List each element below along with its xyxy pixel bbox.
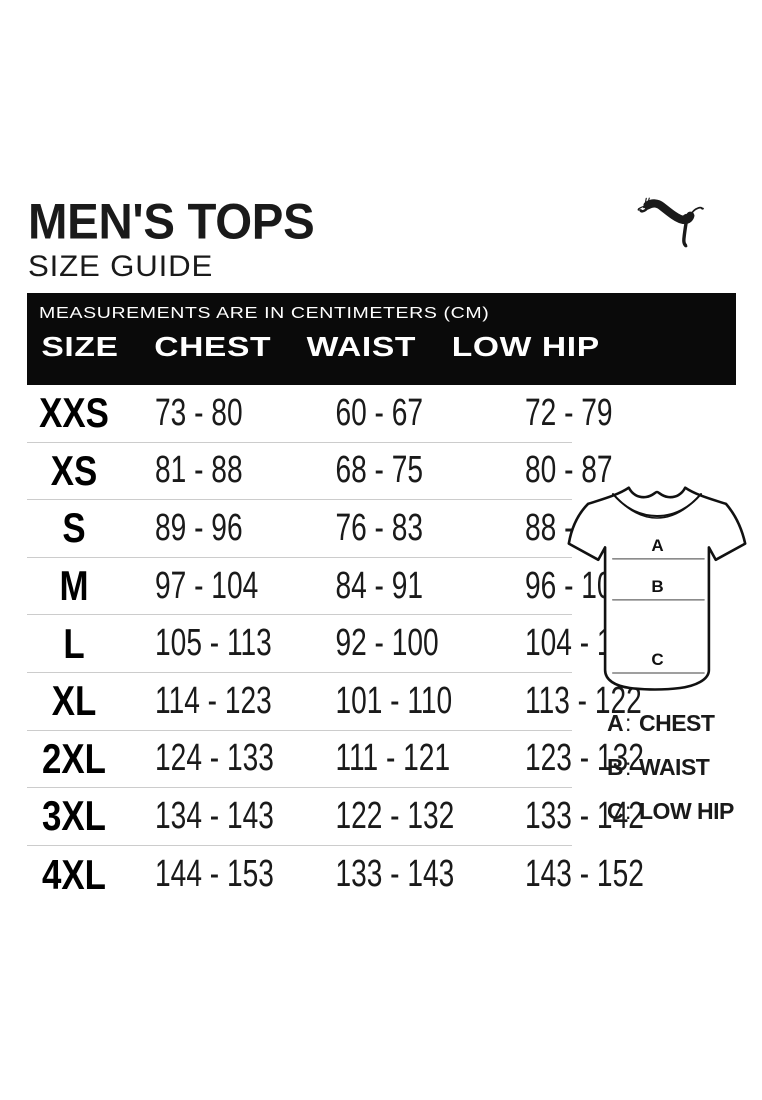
svg-text:A: A [651,536,663,555]
svg-text:B: B [651,577,663,596]
svg-text:C: C [651,650,663,669]
